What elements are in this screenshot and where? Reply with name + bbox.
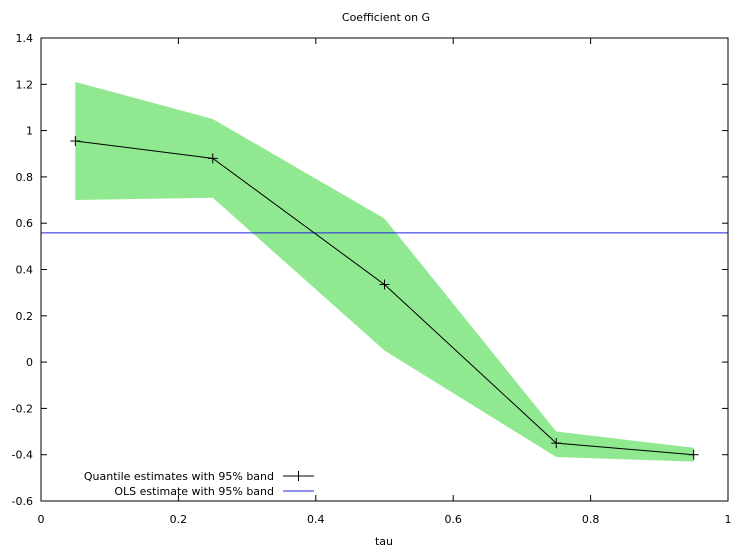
x-axis: 0 0.2 0.4 0.6 0.8 1 <box>38 38 732 526</box>
x-tick-label: 0 <box>38 513 45 526</box>
x-tick-label: 0.8 <box>582 513 600 526</box>
confidence-band <box>75 81 694 462</box>
y-tick-label: 0.6 <box>16 217 34 230</box>
chart-title: Coefficient on G <box>342 11 430 24</box>
quantile-point <box>70 136 81 147</box>
y-tick-label: 0.2 <box>16 310 34 323</box>
y-tick-label: -0.4 <box>12 449 33 462</box>
y-axis: -0.6 -0.4 -0.2 0 0.2 0.4 0.6 0.8 1 1.2 1.4 <box>12 32 728 508</box>
y-tick-label: 1.4 <box>16 32 34 45</box>
x-tick-label: 0.4 <box>307 513 325 526</box>
quantile-point <box>207 153 218 164</box>
x-axis-label: tau <box>375 535 393 548</box>
y-tick-label: 1 <box>26 125 33 138</box>
y-tick-label: 0.8 <box>16 171 34 184</box>
y-tick-label: 1.2 <box>16 78 34 91</box>
quantile-point <box>379 279 390 290</box>
y-tick-label: -0.6 <box>12 495 33 508</box>
legend: Quantile estimates with 95% band OLS est… <box>84 470 314 498</box>
x-tick-label: 1 <box>725 513 732 526</box>
y-tick-label: 0 <box>26 356 33 369</box>
y-tick-label: 0.4 <box>16 264 34 277</box>
legend-label-quantile: Quantile estimates with 95% band <box>84 470 274 483</box>
x-tick-label: 0.6 <box>444 513 462 526</box>
quantile-line-layer <box>70 136 699 460</box>
confidence-band-layer <box>75 81 694 462</box>
legend-label-ols: OLS estimate with 95% band <box>114 485 274 498</box>
quantile-point <box>551 438 562 449</box>
quantile-point <box>688 449 699 460</box>
x-tick-label: 0.2 <box>170 513 188 526</box>
y-tick-label: -0.2 <box>12 402 33 415</box>
